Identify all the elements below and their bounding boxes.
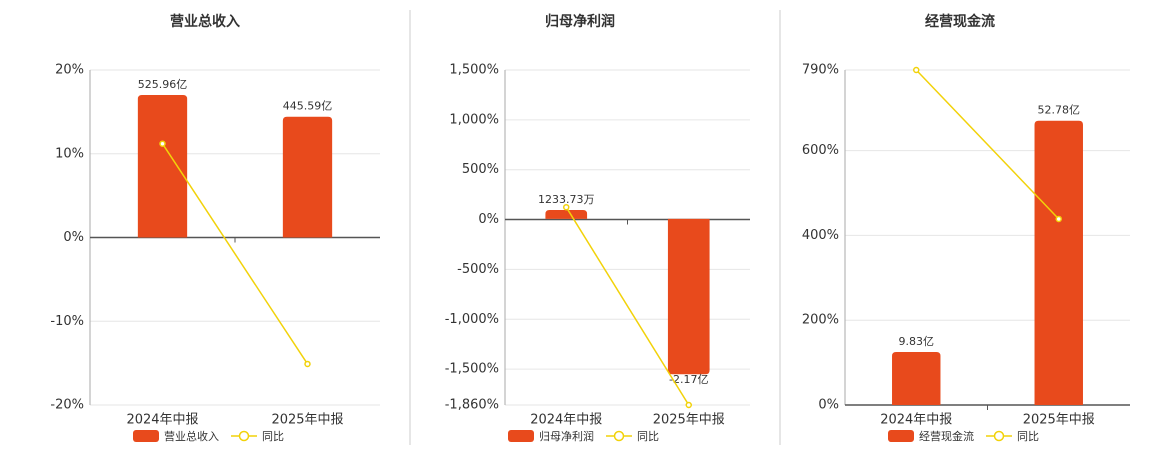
y-tick-label: 20% bbox=[55, 63, 84, 78]
x-tick-label: 2024年中报 bbox=[126, 413, 198, 428]
y-tick-label: 1,000% bbox=[449, 112, 499, 127]
y-tick-label: -500% bbox=[457, 262, 499, 277]
y-tick-label: 0% bbox=[818, 398, 839, 413]
data-label: 9.83亿 bbox=[899, 335, 935, 348]
line-marker bbox=[304, 360, 311, 368]
chart-title: 营业总收入 bbox=[170, 13, 240, 30]
bar bbox=[282, 116, 333, 238]
x-tick-label: 2025年中报 bbox=[271, 413, 343, 428]
line-marker bbox=[913, 66, 920, 74]
legend-swatch bbox=[888, 430, 914, 442]
y-tick-label: 500% bbox=[462, 162, 499, 177]
y-tick-label: 1,500% bbox=[449, 63, 499, 78]
legend-swatch bbox=[133, 430, 159, 442]
legend-swatch bbox=[238, 430, 250, 442]
x-tick-label: 2025年中报 bbox=[653, 413, 725, 428]
chart-title: 经营现金流 bbox=[925, 13, 995, 30]
y-tick-label: 0% bbox=[63, 230, 84, 245]
y-tick-label: 790% bbox=[802, 63, 839, 78]
y-tick-label: -10% bbox=[50, 314, 84, 329]
line bbox=[565, 206, 690, 406]
data-label: 52.78亿 bbox=[1038, 104, 1081, 117]
y-tick-label: 600% bbox=[802, 143, 839, 158]
x-tick-label: 2024年中报 bbox=[530, 413, 602, 428]
line-marker bbox=[563, 203, 570, 211]
legend-label: 同比 bbox=[1017, 430, 1039, 443]
legend-label: 同比 bbox=[637, 430, 659, 443]
y-tick-label: 400% bbox=[802, 228, 839, 243]
legend-label: 同比 bbox=[262, 430, 284, 443]
y-tick-label: -1,000% bbox=[445, 312, 499, 327]
y-tick-label: 10% bbox=[55, 146, 84, 161]
chart-title: 归母净利润 bbox=[545, 13, 615, 30]
line bbox=[915, 69, 1060, 220]
bar bbox=[667, 218, 710, 375]
line bbox=[161, 143, 309, 365]
bar bbox=[545, 210, 588, 219]
line-marker bbox=[1055, 215, 1062, 223]
x-tick-label: 2024年中报 bbox=[880, 413, 952, 428]
y-tick-label: -20% bbox=[50, 398, 84, 413]
x-tick-label: 2025年中报 bbox=[1023, 413, 1095, 428]
bar bbox=[1034, 120, 1083, 405]
y-tick-label: -1,860% bbox=[445, 398, 499, 413]
legend-swatch bbox=[993, 430, 1005, 442]
legend-label: 营业总收入 bbox=[164, 429, 219, 443]
bar bbox=[892, 352, 941, 405]
legend-swatch bbox=[508, 430, 534, 442]
data-label: 445.59亿 bbox=[283, 100, 333, 113]
data-label: 525.96亿 bbox=[138, 78, 188, 91]
bar bbox=[137, 94, 188, 238]
data-label: 1233.73万 bbox=[538, 193, 595, 206]
line-marker bbox=[685, 401, 692, 409]
data-label: -2.17亿 bbox=[669, 373, 708, 386]
y-tick-label: 200% bbox=[802, 313, 839, 328]
line-marker bbox=[159, 140, 166, 147]
legend-swatch bbox=[613, 430, 625, 442]
legend-label: 归母净利润 bbox=[539, 429, 594, 443]
y-tick-label: 0% bbox=[478, 212, 499, 227]
legend-label: 经营现金流 bbox=[919, 429, 974, 443]
y-tick-label: -1,500% bbox=[445, 362, 499, 377]
